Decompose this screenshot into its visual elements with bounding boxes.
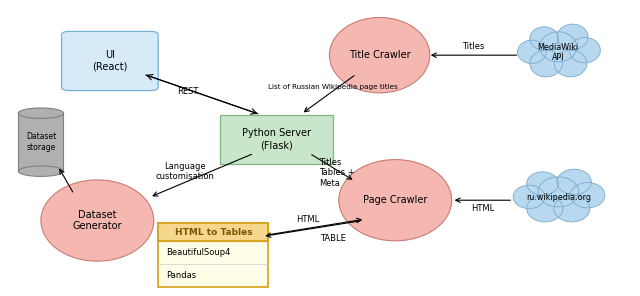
Ellipse shape: [530, 27, 558, 50]
Text: BeautifulSoup4: BeautifulSoup4: [166, 248, 230, 257]
Ellipse shape: [513, 185, 545, 209]
Text: Dataset
Generator: Dataset Generator: [72, 210, 122, 231]
Ellipse shape: [557, 24, 588, 49]
Ellipse shape: [518, 40, 546, 64]
Ellipse shape: [557, 169, 591, 194]
Text: Page Crawler: Page Crawler: [363, 195, 428, 205]
Ellipse shape: [540, 32, 577, 62]
Text: Title Crawler: Title Crawler: [349, 50, 410, 60]
Text: Titles: Titles: [463, 42, 485, 51]
Text: Dataset
storage: Dataset storage: [26, 133, 56, 152]
Ellipse shape: [527, 195, 563, 222]
Ellipse shape: [41, 180, 154, 261]
Ellipse shape: [570, 38, 600, 63]
Text: TABLE: TABLE: [320, 234, 346, 243]
Bar: [159, 223, 268, 287]
Text: HTML to Tables: HTML to Tables: [175, 228, 252, 237]
Text: Python Server
(Flask): Python Server (Flask): [241, 128, 310, 150]
Text: Titles
Tables +
Meta: Titles Tables + Meta: [319, 158, 355, 188]
Text: HTML: HTML: [472, 204, 495, 213]
Text: MediaWiki
API: MediaWiki API: [538, 43, 579, 62]
Ellipse shape: [530, 50, 563, 77]
Ellipse shape: [527, 172, 558, 195]
Ellipse shape: [330, 17, 430, 93]
Text: List of Russian Wikipedia page titles: List of Russian Wikipedia page titles: [268, 84, 397, 90]
Ellipse shape: [554, 195, 590, 222]
Ellipse shape: [538, 177, 579, 207]
Ellipse shape: [19, 108, 63, 118]
Ellipse shape: [554, 50, 587, 77]
Ellipse shape: [570, 183, 605, 208]
Text: Language
customisation: Language customisation: [156, 162, 214, 181]
Text: UI
(React): UI (React): [92, 50, 127, 72]
FancyBboxPatch shape: [61, 31, 158, 91]
Bar: [220, 115, 333, 164]
Bar: [159, 223, 268, 241]
Ellipse shape: [19, 166, 63, 176]
Text: HTML: HTML: [296, 215, 319, 224]
Text: REST: REST: [178, 87, 199, 96]
Bar: [19, 113, 63, 171]
Ellipse shape: [339, 160, 452, 241]
Text: Pandas: Pandas: [166, 271, 196, 280]
Text: ru.wikipedia.org: ru.wikipedia.org: [526, 193, 591, 202]
